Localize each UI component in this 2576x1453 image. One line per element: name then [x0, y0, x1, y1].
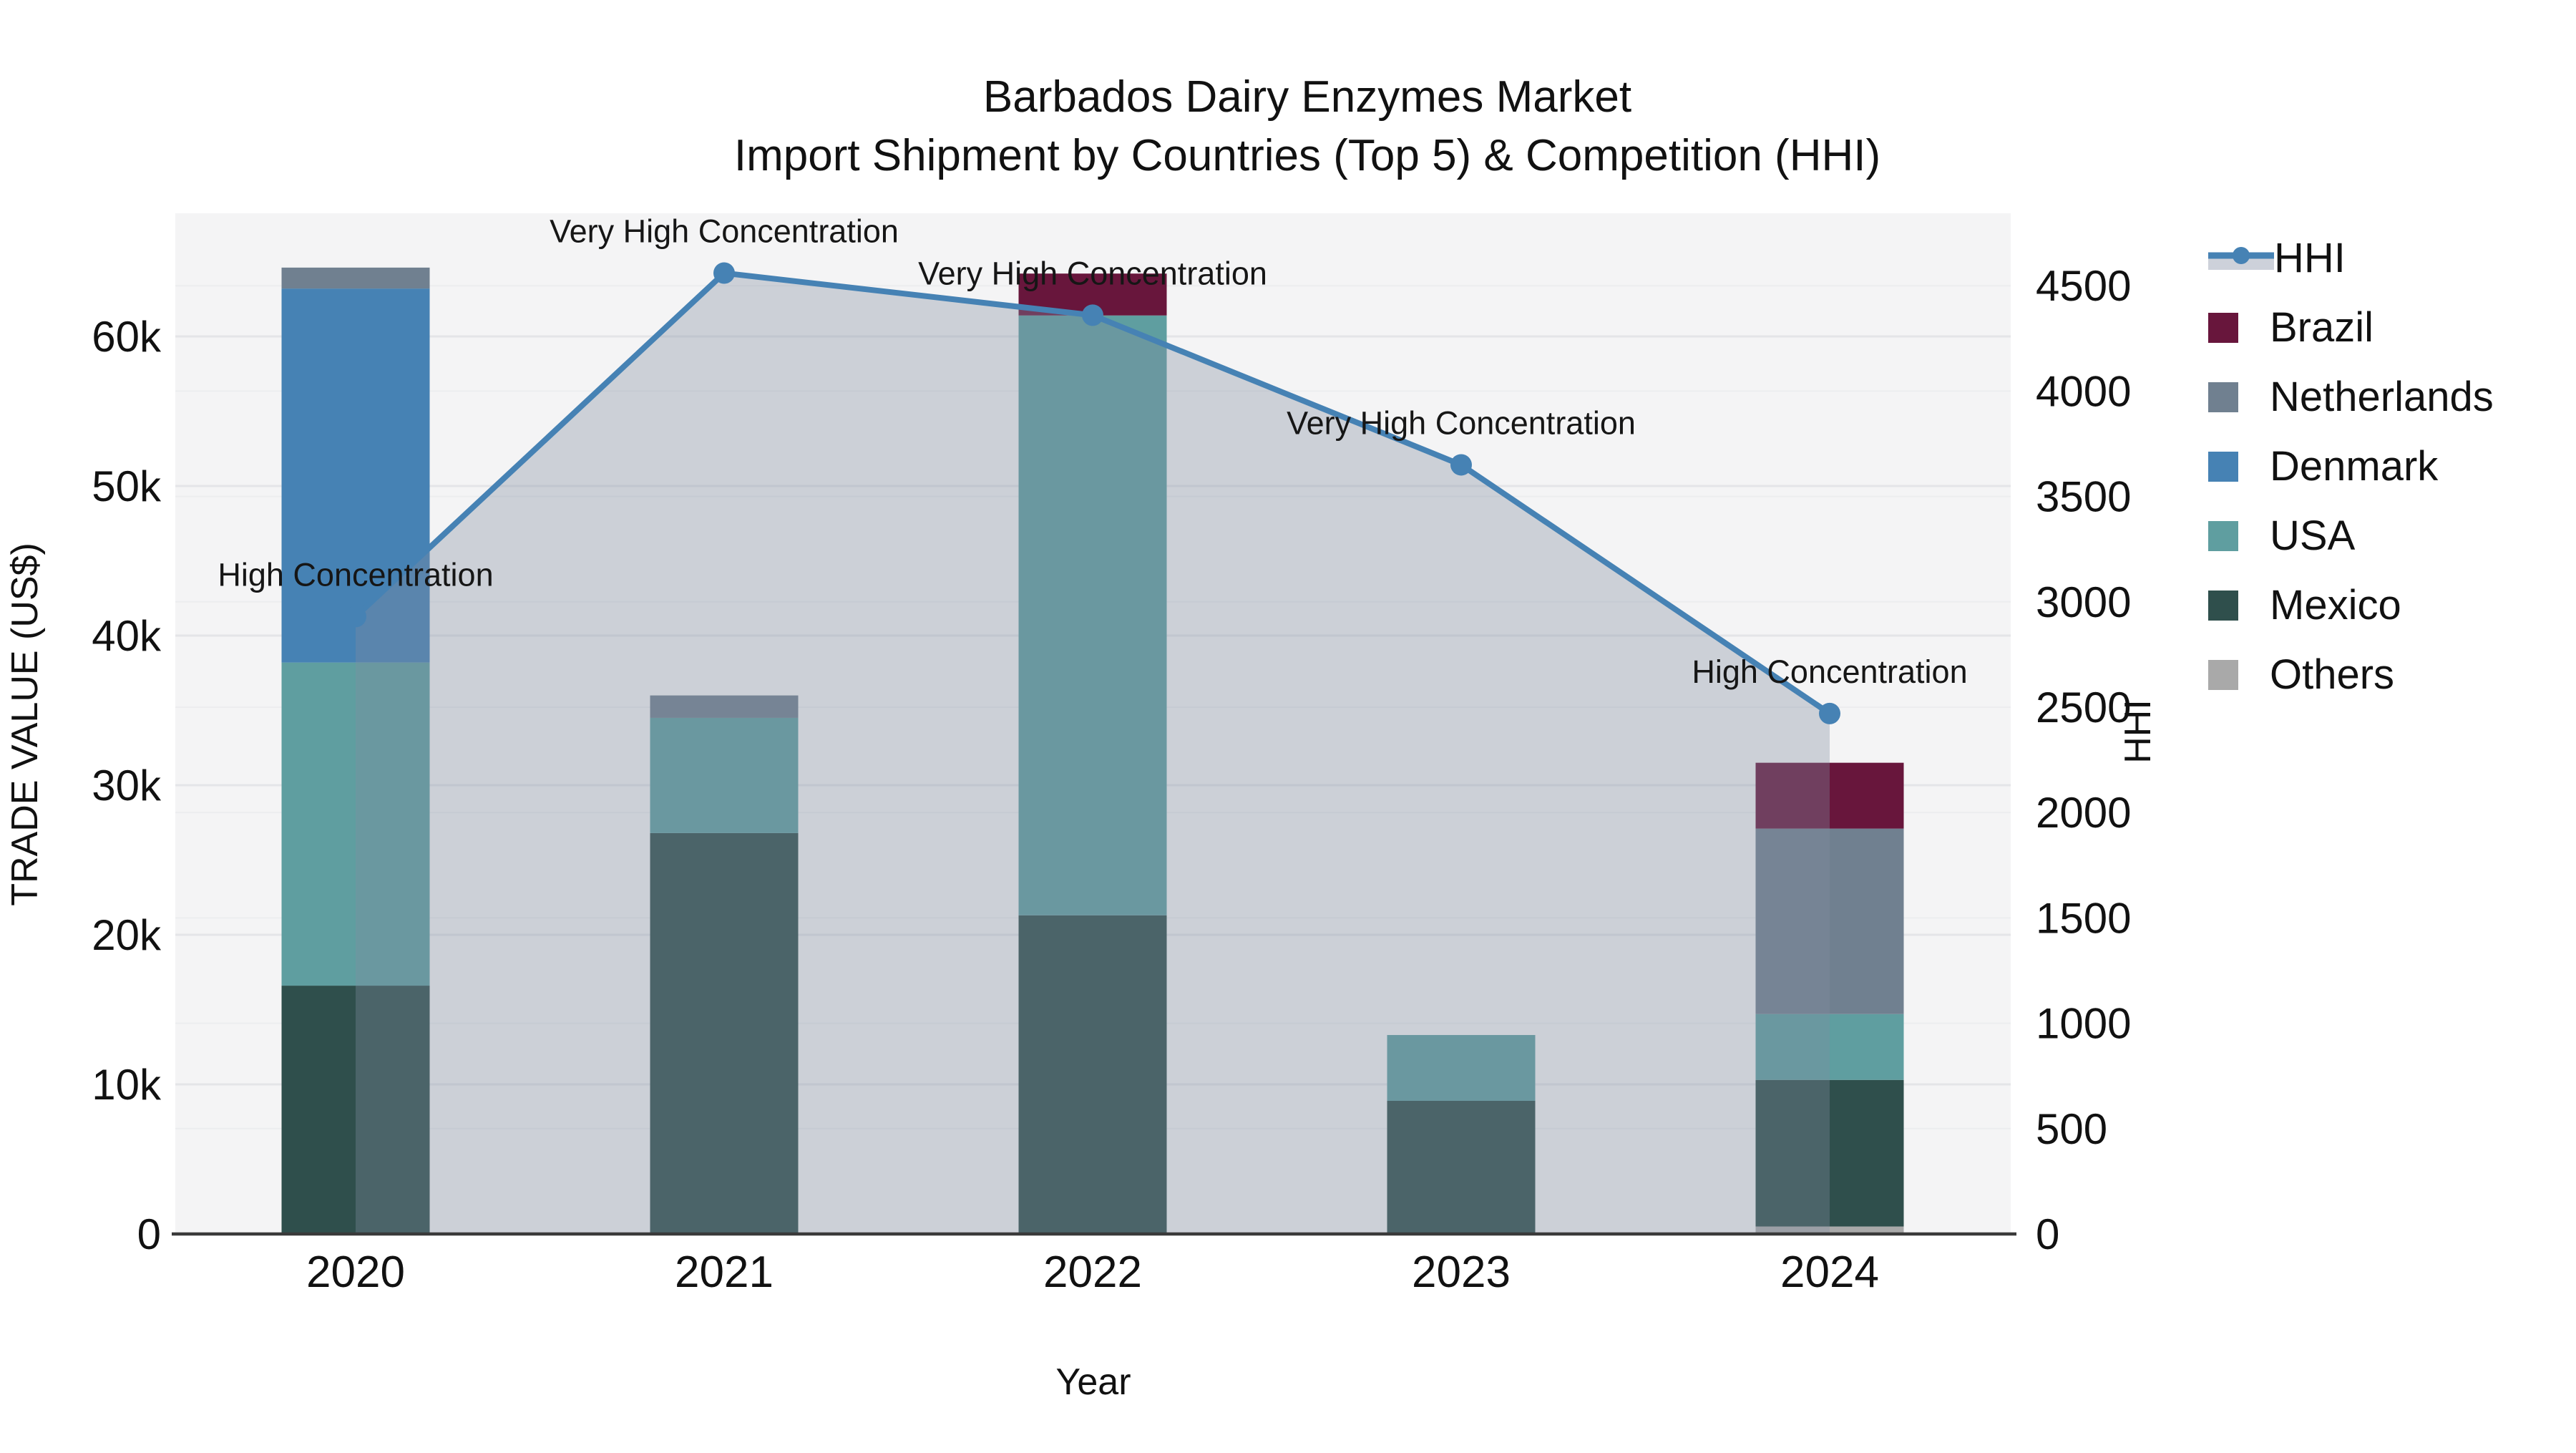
bar-segment-usa-2022: [1018, 315, 1167, 915]
legend-label-usa: USA: [2270, 512, 2356, 559]
legend-label-brazil: Brazil: [2270, 304, 2374, 351]
legend: HHI Brazil Netherlands Denmark USA Mexico Othe…: [2208, 223, 2494, 709]
y-right-tick-label: 500: [2036, 1105, 2107, 1153]
x-tick-label-2021: 2021: [675, 1248, 774, 1297]
bar-segment-usa-2020: [281, 662, 430, 986]
bar-segment-usa-2023: [1387, 1035, 1536, 1101]
legend-label-denmark: Denmark: [2270, 443, 2439, 490]
legend-swatch-mexico: [2208, 590, 2238, 621]
chart-title-line1: Barbados Dairy Enzymes Market: [982, 72, 1632, 122]
legend-label-hhi: HHI: [2274, 235, 2346, 281]
y-left-tick-label: 10k: [92, 1061, 162, 1109]
bar-segment-mexico-2024: [1755, 1079, 1904, 1227]
y-right-tick-label: 4500: [2036, 262, 2131, 310]
y-right-tick-label: 2500: [2036, 684, 2131, 732]
legend-item-hhi: HHI: [2208, 223, 2494, 293]
bar-segment-denmark-2020: [281, 288, 430, 663]
y-right-tick-label: 4000: [2036, 367, 2131, 415]
legend-label-mexico: Mexico: [2270, 582, 2401, 628]
bar-segment-usa-2021: [650, 717, 799, 833]
legend-item-usa: USA: [2208, 501, 2494, 570]
hhi-marker-2021: [713, 262, 735, 284]
bar-segment-mexico-2022: [1018, 915, 1167, 1234]
legend-item-netherlands: Netherlands: [2208, 362, 2494, 432]
legend-swatch-usa: [2208, 520, 2238, 551]
legend-swatch-brazil: [2208, 312, 2238, 343]
hhi-marker-2024: [1819, 702, 1840, 724]
bar-segment-mexico-2021: [650, 832, 799, 1234]
y-right-axis-title: HHI: [2117, 699, 2159, 764]
x-tick-label-2020: 2020: [306, 1248, 405, 1297]
bar-segment-mexico-2023: [1387, 1100, 1536, 1234]
bar-segment-usa-2024: [1755, 1014, 1904, 1080]
hhi-marker-2022: [1082, 304, 1103, 326]
legend-item-others: Others: [2208, 640, 2494, 709]
x-tick-label-2022: 2022: [1043, 1248, 1142, 1297]
legend-label-netherlands: Netherlands: [2270, 374, 2494, 420]
x-tick-label-2024: 2024: [1780, 1248, 1879, 1297]
hhi-area-fill: [356, 273, 1830, 1234]
bar-segment-netherlands-2024: [1755, 828, 1904, 1014]
legend-swatch-denmark: [2208, 451, 2238, 482]
legend-label-others: Others: [2270, 651, 2395, 698]
hhi-line-sample-icon: [2208, 238, 2274, 278]
y-right-tick-label: 1500: [2036, 894, 2131, 942]
y-right-tick-label: 1000: [2036, 1000, 2131, 1048]
hhi-marker-2020: [345, 606, 366, 628]
y-right-tick-label: 0: [2036, 1210, 2059, 1258]
y-left-tick-label: 40k: [92, 612, 162, 660]
annotation-2023: Very High Concentration: [1287, 404, 1636, 441]
y-left-axis-title: TRADE VALUE (US$): [4, 543, 46, 906]
y-left-tick-label: 20k: [92, 911, 162, 959]
chart-title-line2: Import Shipment by Countries (Top 5) & C…: [733, 131, 1881, 180]
x-axis-title: Year: [1055, 1361, 1131, 1403]
bar-segment-mexico-2020: [281, 986, 430, 1234]
y-left-tick-label: 50k: [92, 462, 162, 510]
y-left-tick-label: 30k: [92, 762, 162, 810]
annotation-2022: Very High Concentration: [918, 255, 1267, 291]
hhi-marker-2023: [1450, 454, 1472, 476]
y-right-tick-label: 3500: [2036, 473, 2131, 521]
annotation-2021: Very High Concentration: [550, 213, 899, 250]
x-tick-label-2023: 2023: [1412, 1248, 1511, 1297]
legend-item-brazil: Brazil: [2208, 293, 2494, 362]
legend-item-denmark: Denmark: [2208, 432, 2494, 501]
bar-segment-netherlands-2020: [281, 267, 430, 289]
annotation-2020: High Concentration: [218, 556, 493, 593]
legend-swatch-netherlands: [2208, 382, 2238, 412]
y-left-tick-label: 0: [137, 1210, 161, 1258]
y-right-tick-label: 3000: [2036, 578, 2131, 626]
annotation-2024: High Concentration: [1692, 653, 1967, 690]
bar-segment-netherlands-2021: [650, 695, 799, 718]
legend-item-mexico: Mexico: [2208, 570, 2494, 640]
y-right-tick-label: 2000: [2036, 789, 2131, 837]
bar-segment-others-2024: [1755, 1226, 1904, 1234]
legend-swatch-others: [2208, 659, 2238, 690]
y-left-tick-label: 60k: [92, 313, 162, 361]
bar-segment-brazil-2024: [1755, 762, 1904, 829]
